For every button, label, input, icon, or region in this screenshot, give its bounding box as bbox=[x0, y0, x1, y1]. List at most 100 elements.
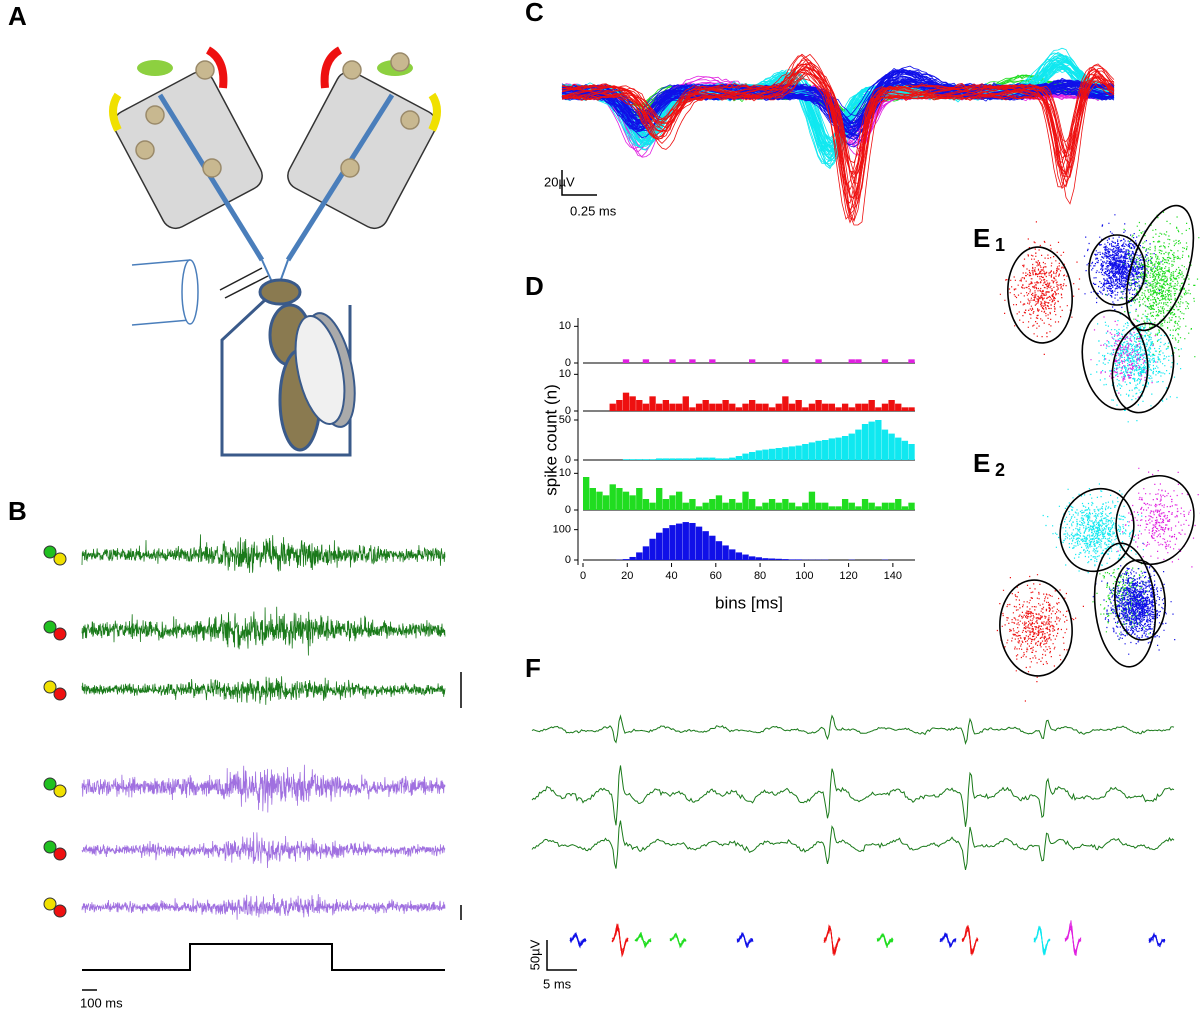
histogram-bar bbox=[662, 400, 670, 411]
histogram-bar bbox=[742, 554, 749, 560]
electrode-dot bbox=[43, 777, 57, 791]
scale-label: 20µV bbox=[544, 174, 575, 189]
histogram-bar bbox=[702, 502, 709, 510]
histogram-bar bbox=[841, 436, 849, 460]
y-tick-label: 10 bbox=[559, 467, 571, 479]
histogram-bar bbox=[715, 458, 723, 460]
histogram-bar bbox=[695, 526, 703, 560]
histogram-bar bbox=[629, 396, 636, 411]
spike-snippet bbox=[634, 934, 652, 947]
histogram-bar bbox=[682, 396, 689, 411]
histogram-bar bbox=[868, 502, 875, 510]
y-tick-label: 0 bbox=[565, 454, 571, 466]
trace bbox=[81, 764, 446, 813]
cluster-boundary bbox=[1007, 246, 1073, 344]
histogram-bar bbox=[888, 400, 895, 411]
cluster-boundary bbox=[1088, 234, 1146, 306]
electrode-dot bbox=[53, 687, 67, 701]
histogram-bar bbox=[649, 538, 656, 560]
x-tick-label: 20 bbox=[621, 570, 633, 582]
histogram-bar bbox=[596, 491, 603, 510]
histogram-bar bbox=[875, 407, 882, 411]
histogram-bar bbox=[855, 429, 862, 460]
histogram-bar bbox=[669, 495, 676, 510]
y-tick-label: 0 bbox=[565, 357, 571, 369]
histogram-bar bbox=[768, 499, 776, 510]
histogram-bar bbox=[662, 458, 670, 460]
histogram-bar bbox=[689, 499, 696, 510]
histogram-bar bbox=[875, 420, 882, 460]
histogram-bar bbox=[775, 448, 782, 460]
histogram-bar bbox=[788, 559, 796, 560]
panel-label: F bbox=[525, 653, 541, 683]
histogram-bar bbox=[636, 400, 643, 411]
trace bbox=[81, 832, 446, 869]
histogram-bar bbox=[636, 488, 643, 510]
histogram-bar bbox=[675, 458, 683, 460]
histogram-bar bbox=[583, 477, 590, 510]
histogram-bar bbox=[629, 556, 636, 560]
histogram-bar bbox=[822, 502, 829, 510]
histogram-bar bbox=[768, 407, 776, 411]
histogram-bar bbox=[709, 359, 716, 363]
histogram-bar bbox=[861, 403, 869, 411]
y-tick-label: 10 bbox=[559, 320, 571, 332]
histogram-bar bbox=[742, 403, 749, 411]
histogram-bar bbox=[808, 442, 816, 460]
histogram-bar bbox=[855, 359, 862, 363]
histogram-bar bbox=[682, 458, 689, 460]
electrode-dot bbox=[53, 784, 67, 798]
panel-label: B bbox=[8, 496, 27, 526]
histogram-bar bbox=[642, 499, 650, 510]
histogram-bar bbox=[669, 525, 676, 560]
histogram-bar bbox=[649, 459, 656, 460]
histogram-bar bbox=[841, 403, 849, 411]
histogram-bar bbox=[881, 502, 889, 510]
histogram-bar bbox=[749, 499, 756, 510]
histogram-bar bbox=[901, 407, 909, 411]
histogram-bar bbox=[855, 506, 862, 510]
y-tick-label: 100 bbox=[553, 524, 571, 536]
histogram-bar bbox=[675, 403, 683, 411]
scatter-points bbox=[1117, 467, 1200, 568]
electrode-dot bbox=[53, 847, 67, 861]
scatter-points bbox=[1105, 211, 1200, 364]
histogram-bar bbox=[702, 531, 709, 560]
trace bbox=[81, 894, 446, 920]
histogram-bar bbox=[788, 403, 796, 411]
electrode-dot bbox=[43, 680, 57, 694]
electrode-dot bbox=[43, 545, 57, 559]
histogram-bar bbox=[822, 403, 829, 411]
panel-label: C bbox=[525, 0, 544, 27]
waveform bbox=[561, 62, 1115, 210]
histogram-bar bbox=[709, 535, 716, 560]
histogram-bar bbox=[775, 502, 782, 510]
spike-snippet bbox=[611, 928, 628, 951]
waveform bbox=[561, 66, 1115, 180]
histogram-bar bbox=[589, 488, 596, 510]
histogram-bar bbox=[881, 429, 889, 460]
histogram-bar bbox=[895, 437, 902, 460]
histogram-bar bbox=[729, 403, 736, 411]
trace bbox=[531, 820, 1175, 871]
histogram-bar bbox=[735, 552, 743, 560]
histogram-bar bbox=[695, 506, 703, 510]
waveform bbox=[561, 59, 1115, 200]
cluster-boundary bbox=[1115, 474, 1195, 566]
histogram-bar bbox=[656, 403, 663, 411]
histogram-bar bbox=[848, 359, 855, 363]
histogram-bar bbox=[689, 407, 696, 411]
histogram-bar bbox=[669, 403, 676, 411]
cluster-boundary bbox=[1111, 322, 1175, 414]
x-tick-label: 40 bbox=[665, 570, 677, 582]
panel-label: E bbox=[973, 448, 990, 478]
scatter-points bbox=[999, 221, 1081, 355]
waveform bbox=[561, 76, 1115, 164]
histogram-bar bbox=[602, 495, 610, 510]
histogram-bar bbox=[828, 403, 836, 411]
histogram-bar bbox=[682, 522, 689, 560]
histogram-bar bbox=[835, 437, 842, 460]
histogram-bar bbox=[762, 449, 769, 460]
histogram-bar bbox=[768, 558, 776, 560]
histogram-bar bbox=[895, 499, 902, 510]
